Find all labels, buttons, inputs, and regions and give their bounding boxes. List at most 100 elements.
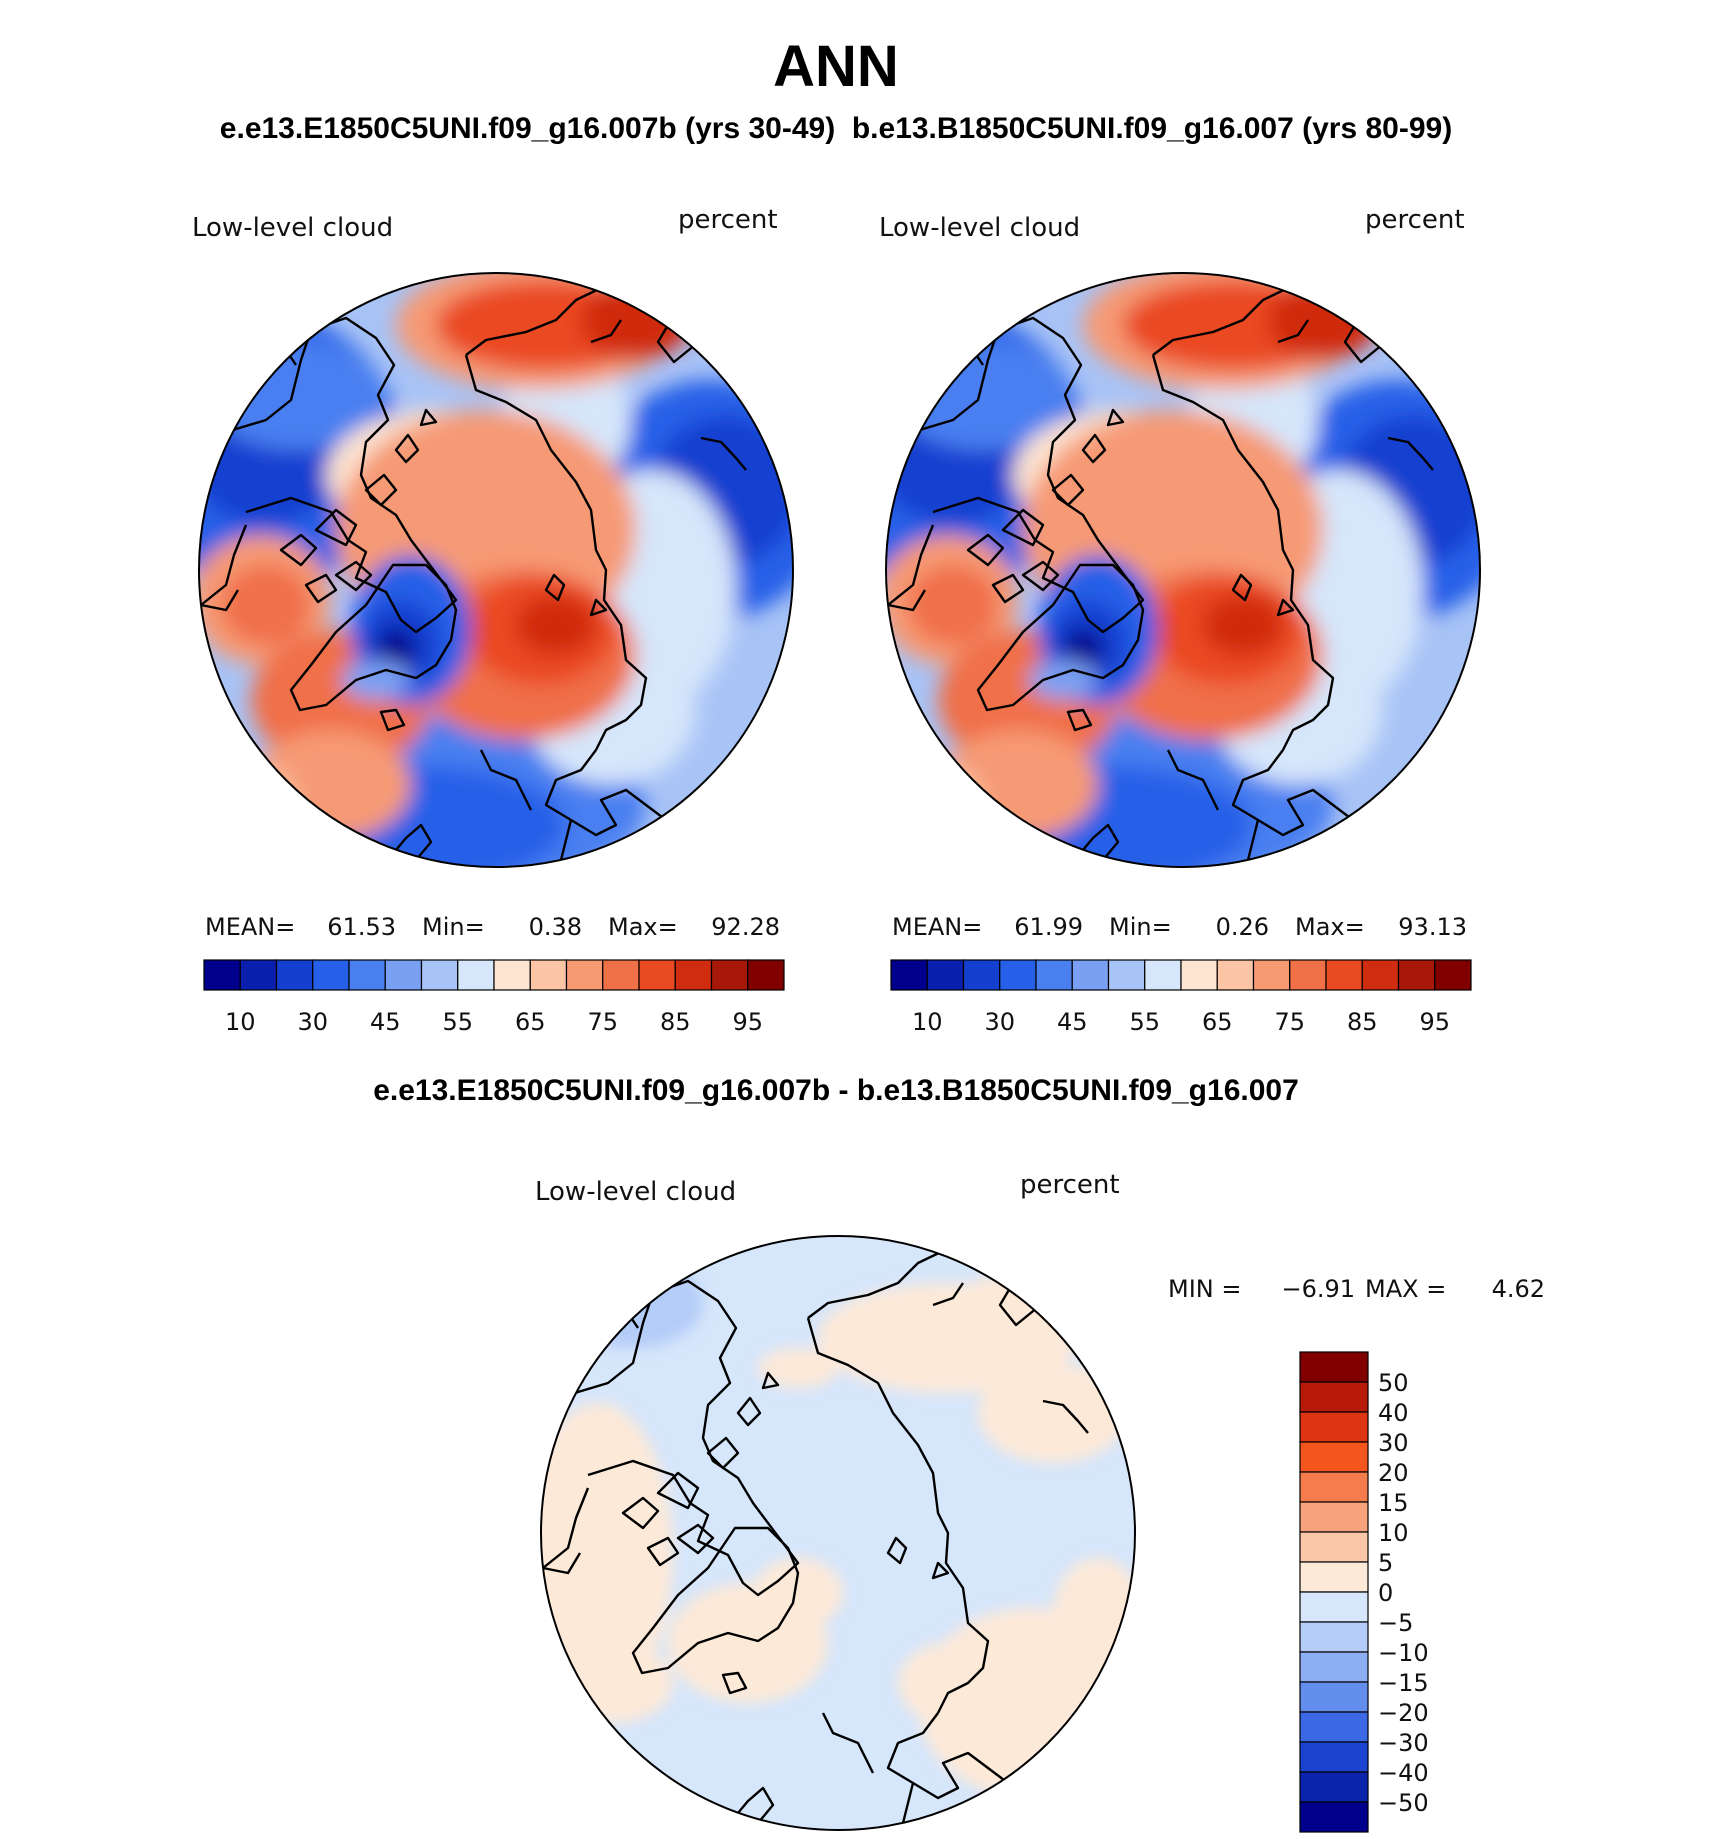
panel-3-map — [541, 1236, 1148, 1830]
panel-2-colorbar-swatch — [1180, 959, 1218, 991]
panel-1-colorbar-swatch — [457, 959, 495, 991]
panel-3-colorbar-tick-label: −20 — [1378, 1699, 1429, 1727]
panel-3-colorbar-swatch — [1299, 1591, 1369, 1623]
panel-1-colorbar-swatch — [420, 959, 459, 991]
panel-3-colorbar-tick-label: 50 — [1378, 1369, 1409, 1397]
panel-3-difference: Low-level cloud percent MIN = −6.91 MAX … — [535, 1170, 1545, 1833]
panel-3-colorbar-tick-label: −5 — [1378, 1609, 1413, 1637]
panel-1-colorbar-tick-label: 65 — [515, 1008, 546, 1036]
panel-2-map-border — [885, 272, 1481, 868]
panel-1-variable: Low-level cloud — [192, 213, 393, 243]
panel-1-map-border — [198, 272, 794, 868]
panel-1-colorbar-swatch — [529, 959, 568, 991]
panel-2-mean-label: MEAN= — [892, 913, 982, 941]
panel-3-colorbar-tick-label: 20 — [1378, 1459, 1409, 1487]
panel-1-colorbar-swatch — [312, 959, 350, 991]
panel-2-max-value: 93.13 — [1398, 913, 1467, 941]
panel-1-colorbar-tick-label: 75 — [587, 1008, 618, 1036]
panel-2-colorbar-tick-label: 75 — [1274, 1008, 1305, 1036]
panel-1-max-label: Max= — [608, 913, 678, 941]
panel-3-max-value: 4.62 — [1492, 1275, 1545, 1303]
panel-3-colorbar-tick-label: −50 — [1378, 1789, 1429, 1817]
panel-1-colorbar-swatch — [239, 959, 278, 991]
panel-2-colorbar-swatch — [1144, 959, 1182, 991]
panel-3-colorbar-swatch — [1299, 1531, 1369, 1563]
panel-1-colorbar-swatch — [747, 959, 785, 991]
panel-2-colorbar-swatch — [1216, 959, 1255, 991]
panel-2-colorbar-swatch — [1107, 959, 1146, 991]
panel-2-units: percent — [1365, 205, 1465, 235]
panel-1-colorbar-swatch — [674, 959, 713, 991]
panel-2-colorbar-tick-label: 30 — [984, 1008, 1015, 1036]
panel-2-colorbar-tick-label: 65 — [1202, 1008, 1233, 1036]
panel-2-colorbar-swatch — [1397, 959, 1436, 991]
panel-2-colorbar-swatch — [890, 959, 928, 991]
panel-3-colorbar-swatch — [1299, 1711, 1369, 1743]
panel-1-units: percent — [678, 205, 778, 235]
panel-1-colorbar-swatch — [638, 959, 676, 991]
figure-subtitle: e.e13.E1850C5UNI.f09_g16.007b (yrs 30-49… — [220, 112, 1452, 145]
panel-2-colorbar-swatch — [1325, 959, 1363, 991]
panel-1-colorbar-swatch — [710, 959, 749, 991]
panel-1-min-value: 0.38 — [529, 913, 582, 941]
panel-2-colorbar-swatch — [1071, 959, 1110, 991]
panel-3-map-border — [540, 1235, 1136, 1831]
panel-3-colorbar-tick-label: 40 — [1378, 1399, 1409, 1427]
panel-3-colorbar-tick-label: −40 — [1378, 1759, 1429, 1787]
panel-1-colorbar-tick-label: 30 — [297, 1008, 328, 1036]
panel-3-colorbar-tick-label: −15 — [1378, 1669, 1429, 1697]
panel-3-colorbar-tick-label: −10 — [1378, 1639, 1429, 1667]
panel-3-colorbar-tick-label: 30 — [1378, 1429, 1409, 1457]
panel-2-colorbar-tick-label: 95 — [1419, 1008, 1450, 1036]
panel-1-min-label: Min= — [422, 913, 485, 941]
panel-1-colorbar-tick-label: 45 — [370, 1008, 401, 1036]
panel-3-max-label: MAX = — [1365, 1275, 1446, 1303]
panel-1-mean-label: MEAN= — [205, 913, 295, 941]
panel-2-colorbar-swatch — [926, 959, 965, 991]
panel-3-colorbar-tick-label: 5 — [1378, 1549, 1393, 1577]
panel-1-colorbar-tick-label: 10 — [225, 1008, 256, 1036]
diff-title: e.e13.E1850C5UNI.f09_g16.007b - b.e13.B1… — [373, 1074, 1299, 1107]
panel-2-colorbar-swatch — [1035, 959, 1073, 991]
panel-2-min-value: 0.26 — [1216, 913, 1269, 941]
panel-3-variable: Low-level cloud — [535, 1177, 736, 1207]
panel-2-colorbar-swatch — [1434, 959, 1472, 991]
panel-3-colorbar-swatch — [1299, 1651, 1369, 1683]
panel-1-colorbar-swatch — [384, 959, 423, 991]
panel-1-colorbar-swatch — [275, 959, 314, 991]
panel-1-colorbar-swatch — [602, 959, 640, 991]
panel-3-colorbar-tick-label: 0 — [1378, 1579, 1393, 1607]
panel-1-colorbar-swatch — [565, 959, 604, 991]
panel-1-mean-value: 61.53 — [327, 913, 396, 941]
panel-1-colorbar-tick-label: 55 — [442, 1008, 473, 1036]
panel-3-colorbar-tick-label: 15 — [1378, 1489, 1409, 1517]
panel-3-colorbar-swatch — [1299, 1561, 1369, 1593]
panel-2-control: Low-level cloud percent MEAN= 61.99 Min=… — [879, 205, 1481, 1036]
panel-2-colorbar-tick-label: 10 — [912, 1008, 943, 1036]
panel-3-colorbar-swatch — [1299, 1351, 1369, 1383]
panel-2-colorbar-tick-label: 85 — [1347, 1008, 1378, 1036]
panel-3-colorbar-swatch — [1299, 1501, 1369, 1533]
panel-3-min-label: MIN = — [1168, 1275, 1241, 1303]
panel-1-max-value: 92.28 — [711, 913, 780, 941]
panel-3-min-value: −6.91 — [1281, 1275, 1355, 1303]
panel-3-colorbar-swatch — [1299, 1621, 1369, 1653]
panel-3-colorbar-tick-label: −30 — [1378, 1729, 1429, 1757]
panel-2-colorbar-swatch — [999, 959, 1037, 991]
panel-3-colorbar-swatch — [1299, 1741, 1369, 1773]
panel-1-colorbar-swatch — [493, 959, 531, 991]
panel-2-colorbar-swatch — [1289, 959, 1327, 991]
panel-3-colorbar-swatch — [1299, 1801, 1369, 1833]
panel-3-colorbar-swatch — [1299, 1411, 1369, 1443]
panel-2-colorbar-swatch — [1361, 959, 1400, 991]
panel-3-units: percent — [1020, 1170, 1120, 1200]
panel-3-colorbar-swatch — [1299, 1771, 1369, 1803]
panel-1-control: Low-level cloud percent MEAN= 61.53 Min=… — [192, 205, 831, 1036]
panel-2-max-label: Max= — [1295, 913, 1365, 941]
panel-2-colorbar-swatch — [1252, 959, 1291, 991]
panel-1-colorbar: 10 30 45 55 65 75 85 95 — [203, 959, 785, 1036]
panel-1-map — [199, 273, 831, 867]
panel-2-variable: Low-level cloud — [879, 213, 1080, 243]
panel-1-colorbar-tick-label: 85 — [660, 1008, 691, 1036]
